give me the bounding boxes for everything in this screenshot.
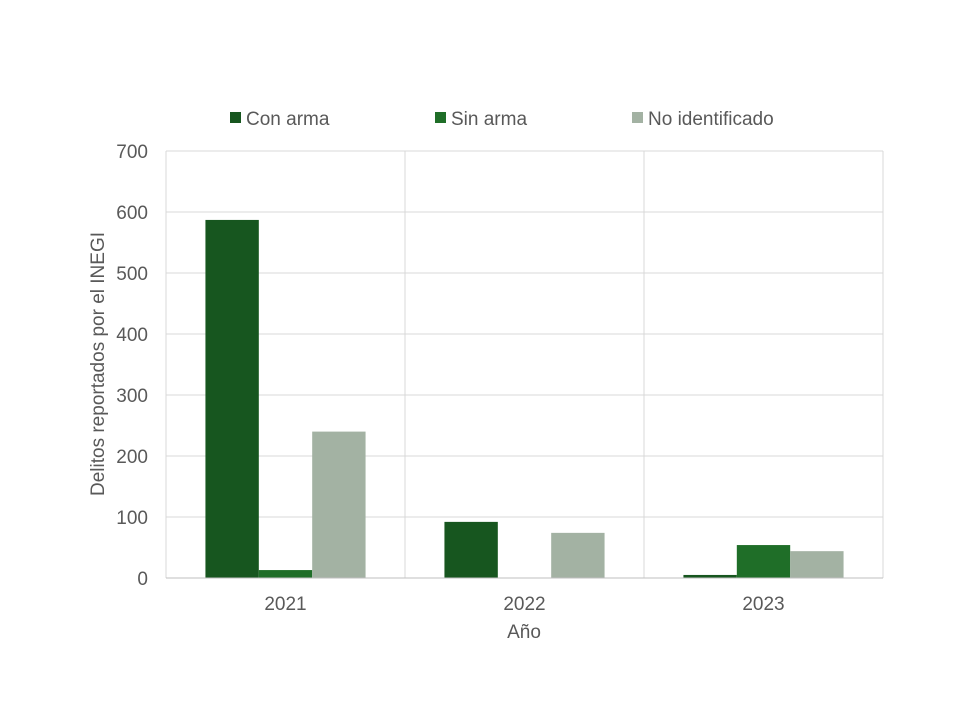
legend-label: Sin arma xyxy=(451,109,527,130)
y-tick-label: 700 xyxy=(116,142,148,163)
y-tick-label: 400 xyxy=(116,325,148,346)
y-tick-label: 100 xyxy=(116,508,148,529)
legend-swatch xyxy=(230,112,241,123)
legend: Con arma Sin arma No identificado xyxy=(230,109,774,130)
y-axis-title: Delitos reportados por el INEGI xyxy=(88,232,109,496)
y-tick-label: 500 xyxy=(116,264,148,285)
bar-no-identificado-2022 xyxy=(551,532,605,578)
bar-sin-arma-2023 xyxy=(736,545,791,578)
legend-swatch xyxy=(632,112,643,123)
grid xyxy=(165,150,884,578)
bar-sin-arma-2021 xyxy=(258,570,313,578)
y-tick-label: 600 xyxy=(116,203,148,224)
bar-con-arma-2022 xyxy=(444,521,498,578)
legend-swatch xyxy=(435,112,446,123)
y-tick-label: 300 xyxy=(116,386,148,407)
bar-con-arma-2021 xyxy=(205,219,259,578)
bar-no-identificado-2023 xyxy=(790,551,844,578)
x-tick-label: 2023 xyxy=(742,594,784,615)
bars xyxy=(205,219,844,578)
bar-con-arma-2023 xyxy=(683,574,737,578)
legend-label: Con arma xyxy=(246,109,330,130)
y-tick-label: 200 xyxy=(116,447,148,468)
x-tick-label: 2022 xyxy=(503,594,545,615)
y-tick-label: 0 xyxy=(137,569,148,590)
x-tick-label: 2021 xyxy=(264,594,306,615)
bar-no-identificado-2021 xyxy=(312,431,366,578)
legend-label: No identificado xyxy=(648,109,774,130)
tick-labels: 0 100 200 300 400 500 600 700 2021 2022 2023 xyxy=(116,142,784,615)
x-axis-title: Año xyxy=(507,622,541,643)
